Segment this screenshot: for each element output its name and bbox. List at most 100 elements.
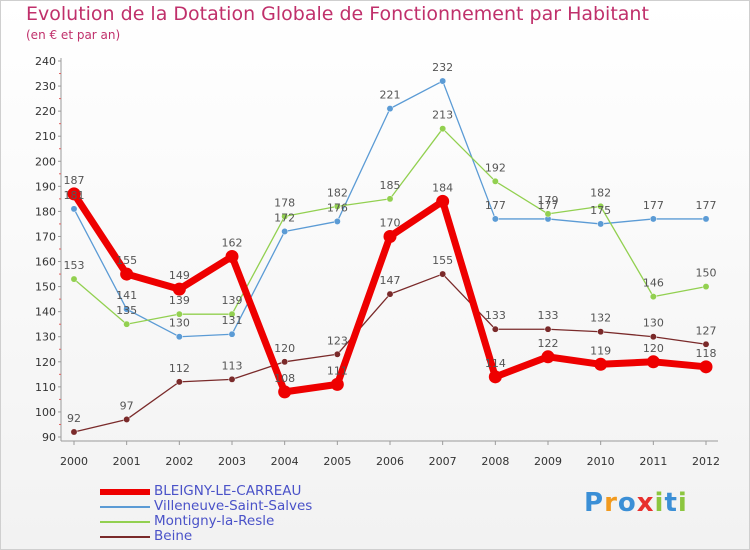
- data-label: 177: [538, 199, 559, 212]
- chart-subtitle: (en € et par an): [26, 28, 121, 42]
- y-tick-label: 210: [35, 130, 56, 143]
- x-tick-label: 2006: [376, 455, 404, 468]
- data-label: 118: [696, 347, 717, 360]
- data-point: [228, 375, 236, 383]
- logo-letter: P: [584, 488, 605, 518]
- x-tick-label: 2007: [429, 455, 457, 468]
- data-point: [383, 229, 397, 243]
- legend-swatch: [100, 521, 150, 523]
- y-tick-label: 160: [35, 256, 56, 269]
- data-label: 187: [64, 174, 85, 187]
- data-label: 120: [274, 342, 295, 355]
- data-label: 176: [327, 201, 348, 214]
- data-point: [278, 385, 292, 399]
- data-label: 131: [222, 314, 243, 327]
- data-point: [649, 293, 657, 301]
- y-tick-label: 190: [35, 180, 56, 193]
- y-tick-label: 120: [35, 356, 56, 369]
- y-tick-label: 140: [35, 306, 56, 319]
- data-point: [597, 220, 605, 228]
- data-point: [491, 215, 499, 223]
- data-point: [172, 282, 186, 296]
- data-point: [333, 350, 341, 358]
- data-label: 150: [696, 267, 717, 280]
- y-tick-label: 130: [35, 331, 56, 344]
- legend-label: BLEIGNY-LE-CARREAU: [154, 483, 302, 499]
- data-point: [228, 310, 236, 318]
- data-point: [281, 228, 289, 235]
- data-label: 132: [590, 312, 611, 325]
- x-tick-label: 2003: [218, 455, 246, 468]
- data-point: [281, 212, 289, 220]
- legend-swatch: [100, 489, 150, 495]
- data-label: 172: [274, 211, 295, 224]
- x-tick-label: 2012: [692, 455, 720, 468]
- x-tick-label: 2002: [165, 455, 193, 468]
- data-point: [649, 215, 657, 223]
- data-label: 139: [222, 294, 243, 307]
- data-label: 130: [169, 317, 190, 330]
- data-label: 155: [432, 254, 453, 267]
- y-tick-label: 110: [35, 381, 56, 394]
- data-label: 184: [432, 181, 453, 194]
- data-point: [597, 202, 605, 210]
- legend-label: Montigny-la-Resle: [154, 513, 275, 529]
- data-point: [386, 290, 394, 298]
- y-tick-label: 180: [35, 205, 56, 218]
- data-point: [281, 358, 289, 366]
- data-point: [120, 267, 134, 281]
- data-point: [123, 416, 131, 423]
- data-label: 120: [643, 342, 664, 355]
- data-label: 135: [116, 304, 137, 317]
- data-label: 97: [120, 399, 134, 412]
- y-tick-label: 230: [35, 80, 56, 93]
- data-label: 146: [643, 277, 664, 290]
- data-label: 147: [380, 274, 401, 287]
- data-label: 155: [116, 254, 137, 267]
- data-label: 179: [538, 194, 559, 207]
- data-label: 113: [222, 359, 243, 372]
- data-point: [594, 357, 608, 371]
- data-label: 177: [696, 199, 717, 212]
- y-tick-label: 200: [35, 155, 56, 168]
- data-label: 130: [643, 317, 664, 330]
- y-tick-label: 150: [35, 281, 56, 294]
- data-label: 112: [169, 362, 190, 375]
- data-label: 114: [485, 357, 506, 370]
- data-point: [702, 283, 710, 291]
- data-point: [330, 377, 344, 391]
- logo-letter: t: [664, 488, 678, 518]
- logo-letter: i: [677, 488, 688, 518]
- data-label: 122: [538, 337, 559, 350]
- data-label: 108: [274, 372, 295, 385]
- proxiti-logo: Proxiti: [584, 488, 688, 518]
- x-tick-label: 2009: [534, 455, 562, 468]
- data-label: 141: [116, 289, 137, 302]
- logo-letter: x: [636, 488, 655, 518]
- x-tick-label: 2004: [271, 455, 299, 468]
- data-point: [491, 325, 499, 333]
- data-label: 178: [274, 196, 295, 209]
- x-tick-label: 2011: [639, 455, 667, 468]
- data-point: [439, 77, 447, 85]
- data-point: [488, 370, 502, 384]
- data-label: 192: [485, 161, 506, 174]
- data-label: 153: [64, 259, 85, 272]
- legend-item: Beine: [100, 528, 380, 544]
- y-tick-label: 240: [35, 55, 56, 68]
- x-tick-label: 2008: [481, 455, 509, 468]
- chart-legend: BLEIGNY-LE-CARREAU Villeneuve-Saint-Salve…: [100, 483, 380, 544]
- legend-item: Montigny-la-Resle: [100, 513, 380, 529]
- legend-label: Villeneuve-Saint-Salves: [154, 498, 313, 514]
- y-tick-label: 90: [42, 431, 56, 444]
- data-point: [225, 250, 239, 264]
- data-point: [333, 202, 341, 210]
- data-label: 127: [696, 324, 717, 337]
- legend-item: Villeneuve-Saint-Salves: [100, 498, 380, 514]
- x-tick-label: 2001: [113, 455, 141, 468]
- data-point: [544, 210, 552, 218]
- data-point: [436, 194, 450, 208]
- data-point: [70, 428, 78, 436]
- data-point: [333, 217, 341, 225]
- y-tick-label: 100: [35, 406, 56, 419]
